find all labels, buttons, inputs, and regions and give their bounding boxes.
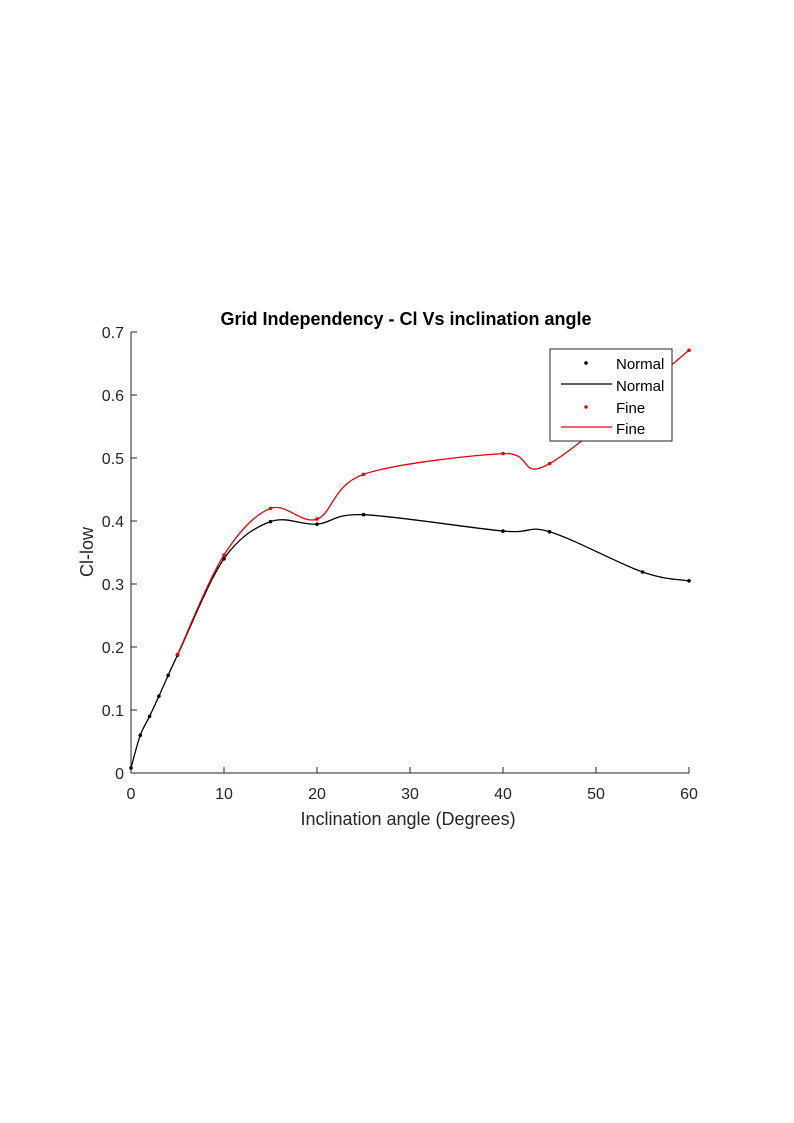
data-point-fine bbox=[315, 517, 319, 521]
y-tick-label: 0.6 bbox=[102, 388, 124, 405]
legend-marker-fine bbox=[584, 405, 588, 409]
legend-box bbox=[549, 348, 673, 442]
x-tick-label: 20 bbox=[308, 786, 326, 803]
data-point-fine bbox=[547, 461, 552, 466]
data-point-normal bbox=[547, 529, 552, 534]
plot-area: 0 10 20 30 40 50 60 0 0.1 0.2 0.3 0.4 0.5 0.6 0.7 bbox=[102, 325, 698, 803]
data-point-fine bbox=[175, 652, 180, 657]
data-point-normal bbox=[315, 522, 319, 526]
x-tick-label: 50 bbox=[587, 786, 605, 803]
series-line-normal bbox=[130, 514, 690, 769]
y-tick-label: 0.7 bbox=[102, 325, 124, 342]
data-point-normal bbox=[687, 579, 691, 583]
data-point-normal bbox=[166, 673, 170, 678]
x-axis-label: Inclination angle (Degrees) bbox=[300, 809, 515, 829]
data-point-normal bbox=[361, 512, 366, 517]
data-point-normal bbox=[147, 714, 152, 719]
data-point-normal bbox=[501, 529, 505, 533]
y-tick-label: 0.1 bbox=[102, 703, 124, 720]
data-point-normal bbox=[222, 557, 226, 561]
x-tick-label: 0 bbox=[127, 786, 136, 803]
data-point-fine bbox=[361, 472, 366, 477]
legend-label: Fine bbox=[616, 421, 645, 438]
data-point-normal bbox=[129, 766, 133, 770]
x-tick-label: 60 bbox=[680, 786, 698, 803]
legend: Normal Normal Fine Fine bbox=[549, 348, 673, 442]
data-point-normal bbox=[138, 733, 143, 737]
y-tick-label: 0.3 bbox=[102, 577, 124, 594]
x-tick-label: 10 bbox=[215, 786, 233, 803]
data-point-normal bbox=[640, 570, 645, 574]
data-point-fine bbox=[222, 553, 226, 557]
y-tick-label: 0.2 bbox=[102, 640, 124, 657]
legend-label: Fine bbox=[616, 400, 645, 417]
data-point-fine bbox=[268, 506, 273, 511]
x-tick-label: 40 bbox=[494, 786, 512, 803]
chart-title: Grid Independency - Cl Vs inclination an… bbox=[220, 309, 591, 329]
y-axis-label: Cl-low bbox=[77, 526, 97, 577]
y-tick-label: 0 bbox=[115, 766, 124, 783]
series-line-fine bbox=[176, 349, 690, 655]
data-point-fine bbox=[687, 348, 691, 353]
legend-label: Normal bbox=[616, 356, 664, 373]
y-tick-label: 0.4 bbox=[102, 514, 124, 531]
x-tick-label: 30 bbox=[401, 786, 419, 803]
data-point-normal bbox=[157, 694, 161, 698]
data-point-normal bbox=[268, 519, 273, 524]
legend-marker-normal bbox=[584, 361, 588, 365]
data-point-fine bbox=[501, 451, 505, 456]
y-tick-label: 0.5 bbox=[102, 451, 124, 468]
legend-label: Normal bbox=[616, 378, 664, 395]
